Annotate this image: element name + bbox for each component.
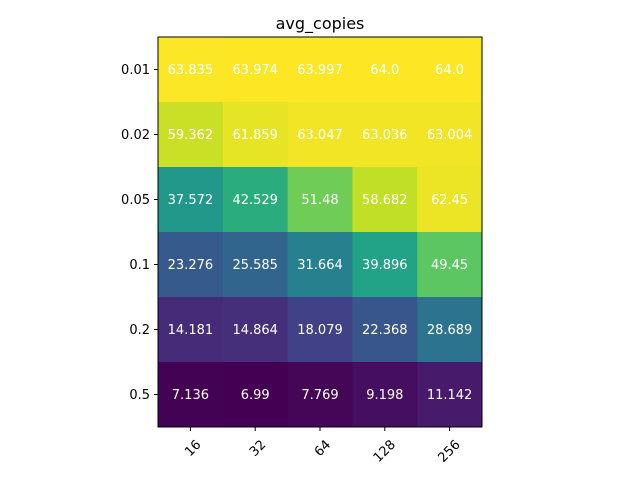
heatmap-cell bbox=[158, 232, 224, 298]
cell-value-label: 23.276 bbox=[168, 258, 214, 273]
y-tick-label: 0.01 bbox=[121, 63, 150, 78]
cell-value-label: 63.997 bbox=[297, 63, 343, 78]
x-axis: 16 32 64 128 256 bbox=[182, 427, 464, 466]
cell-value-label: 63.004 bbox=[427, 128, 473, 143]
y-tick-label: 0.1 bbox=[129, 258, 150, 273]
heatmap-cell bbox=[222, 102, 289, 168]
heatmap-cell bbox=[287, 297, 353, 363]
heatmap-cell bbox=[287, 167, 353, 233]
cell-value-label: 64.0 bbox=[435, 63, 464, 78]
heatmap-cell bbox=[222, 297, 289, 363]
cell-value-label: 63.047 bbox=[297, 128, 343, 143]
cell-value-labels: 63.835 63.974 63.997 64.0 64.0 59.362 61.859 63… bbox=[168, 63, 473, 403]
heatmap-cell bbox=[352, 362, 418, 428]
cell-value-label: 42.529 bbox=[232, 193, 278, 208]
cell-value-label: 22.368 bbox=[362, 323, 408, 338]
heatmap-cell bbox=[222, 232, 289, 298]
heatmap-cell bbox=[222, 167, 289, 233]
heatmap-cell bbox=[352, 167, 418, 233]
heatmap-cell bbox=[417, 37, 483, 103]
x-tick-label: 128 bbox=[371, 437, 399, 465]
cell-value-label: 14.181 bbox=[168, 323, 214, 338]
cell-value-label: 64.0 bbox=[370, 63, 399, 78]
heatmap-cell bbox=[287, 232, 353, 298]
y-axis: 0.01 0.02 0.05 0.1 0.2 0.5 bbox=[121, 63, 158, 403]
cell-value-label: 14.864 bbox=[232, 323, 278, 338]
cell-value-label: 7.136 bbox=[172, 388, 209, 403]
heatmap-cell bbox=[158, 37, 224, 103]
heatmap-cell bbox=[417, 232, 483, 298]
heatmap-cell bbox=[287, 102, 353, 168]
x-tick-label: 64 bbox=[312, 437, 334, 459]
chart-title: avg_copies bbox=[276, 14, 365, 34]
heatmap-cell bbox=[158, 362, 224, 428]
cell-value-label: 63.835 bbox=[168, 63, 214, 78]
heatmap-cells bbox=[158, 37, 483, 428]
heatmap-cell bbox=[352, 297, 418, 363]
heatmap-cell bbox=[352, 232, 418, 298]
heatmap-cell bbox=[417, 362, 483, 428]
heatmap-cell bbox=[158, 167, 224, 233]
heatmap-cell bbox=[158, 297, 224, 363]
y-tick-label: 0.2 bbox=[129, 323, 150, 338]
cell-value-label: 61.859 bbox=[232, 128, 278, 143]
cell-value-label: 51.48 bbox=[301, 193, 338, 208]
cell-value-label: 37.572 bbox=[168, 193, 214, 208]
heatmap-cell bbox=[352, 102, 418, 168]
heatmap-cell bbox=[158, 102, 224, 168]
cell-value-label: 9.198 bbox=[366, 388, 403, 403]
cell-value-label: 18.079 bbox=[297, 323, 343, 338]
cell-value-label: 59.362 bbox=[168, 128, 214, 143]
cell-value-label: 49.45 bbox=[431, 258, 468, 273]
cell-value-label: 62.45 bbox=[431, 193, 468, 208]
cell-value-label: 11.142 bbox=[427, 388, 473, 403]
y-tick-label: 0.02 bbox=[121, 128, 150, 143]
cell-value-label: 25.585 bbox=[232, 258, 278, 273]
heatmap-cell bbox=[287, 37, 353, 103]
heatmap-cell bbox=[417, 297, 483, 363]
cell-value-label: 58.682 bbox=[362, 193, 408, 208]
cell-value-label: 39.896 bbox=[362, 258, 408, 273]
cell-value-label: 28.689 bbox=[427, 323, 473, 338]
cell-value-label: 7.769 bbox=[301, 388, 338, 403]
x-tick-label: 32 bbox=[247, 437, 269, 459]
heatmap-cell bbox=[352, 37, 418, 103]
heatmap-cell bbox=[417, 102, 483, 168]
cell-value-label: 6.99 bbox=[241, 388, 270, 403]
y-tick-label: 0.05 bbox=[121, 193, 150, 208]
cell-value-label: 31.664 bbox=[297, 258, 343, 273]
cell-value-label: 63.036 bbox=[362, 128, 408, 143]
heatmap-cell bbox=[287, 362, 353, 428]
y-tick-label: 0.5 bbox=[129, 388, 150, 403]
heatmap-cell bbox=[417, 167, 483, 233]
x-tick-label: 256 bbox=[436, 437, 464, 465]
heatmap-cell bbox=[222, 362, 289, 428]
cell-value-label: 63.974 bbox=[232, 63, 278, 78]
x-tick-label: 16 bbox=[182, 437, 204, 459]
heatmap-cell bbox=[222, 37, 289, 103]
